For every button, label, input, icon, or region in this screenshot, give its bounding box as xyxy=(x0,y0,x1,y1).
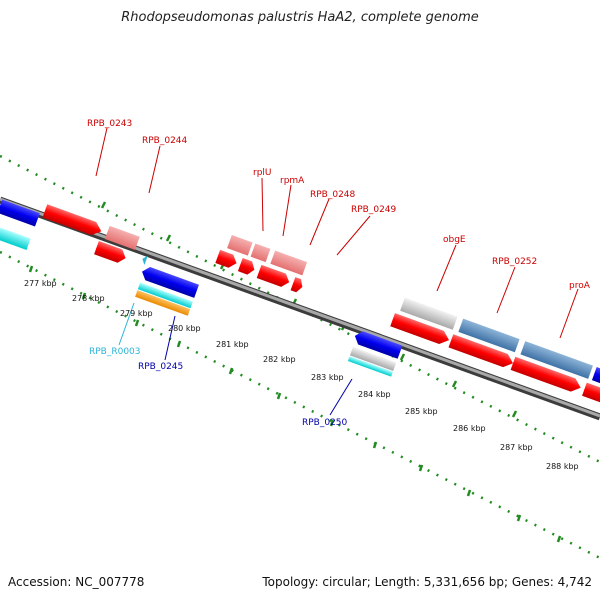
label-rpb0248: RPB_0248 xyxy=(310,190,356,200)
gene-arrow-rpma-b[interactable] xyxy=(237,258,257,276)
gene-arrow-rpb0243[interactable] xyxy=(42,204,104,238)
gene-arrow-rpb0249[interactable] xyxy=(290,277,305,294)
label-rpb0250: RPB_0250 xyxy=(302,418,348,428)
label-rpma: rpmA xyxy=(280,176,305,186)
scale-label: 277 kbp xyxy=(24,279,57,288)
gene-arrow-obge[interactable] xyxy=(400,297,458,330)
outer-ring xyxy=(0,154,600,464)
gene-arrow-rpb0245-orange[interactable] xyxy=(135,290,191,316)
gene-arrow-rplu-b[interactable] xyxy=(215,249,239,270)
gene-arrow-rpb0250-grey[interactable] xyxy=(349,346,397,371)
label-rpb0245: RPB_0245 xyxy=(138,362,183,372)
gene-arrow-rpb0245-cyan[interactable] xyxy=(137,282,193,309)
gene-arrow-proa-b[interactable] xyxy=(510,356,583,395)
topology-summary: Topology: circular; Length: 5,331,656 bp… xyxy=(262,575,592,589)
scale-label: 280 kbp xyxy=(168,324,201,333)
label-rpb0252: RPB_0252 xyxy=(492,257,537,267)
scale-label: 285 kbp xyxy=(405,407,438,416)
label-rpbr0003: RPB_R0003 xyxy=(89,347,141,357)
gene-arrow-rplu[interactable] xyxy=(227,234,253,256)
gene-arrow-left-cyan[interactable] xyxy=(0,227,31,250)
callout-lines xyxy=(95,127,579,416)
gene-arrow-next[interactable] xyxy=(591,367,600,387)
genome-backbone-highlight xyxy=(0,197,600,418)
label-rpb0243: RPB_0243 xyxy=(87,119,132,129)
inner-ring-ticks xyxy=(28,265,562,543)
gene-arrow-rpb0248[interactable] xyxy=(270,250,308,276)
scale-label: 286 kbp xyxy=(453,424,486,433)
label-obge: obgE xyxy=(443,235,466,245)
gene-arrow-rpb0250-blue[interactable] xyxy=(352,329,403,359)
gene-arrow-next-b[interactable] xyxy=(582,382,600,404)
scale-label: 279 kbp xyxy=(120,309,153,318)
scale-label: 283 kbp xyxy=(311,373,344,382)
label-proa: proA xyxy=(569,281,591,291)
gene-arrow-rpb0248-b[interactable] xyxy=(256,264,292,289)
scale-label: 287 kbp xyxy=(500,443,533,452)
scale-label: 281 kbp xyxy=(216,340,249,349)
scale-label: 278 kbp xyxy=(72,294,105,303)
label-rpb0244: RPB_0244 xyxy=(142,136,188,146)
gene-arrow-rpb0244-b[interactable] xyxy=(94,241,128,265)
scale-label: 288 kbp xyxy=(546,462,579,471)
scale-label: 284 kbp xyxy=(358,390,391,399)
reverse-strand xyxy=(0,227,403,377)
label-rpb0249: RPB_0249 xyxy=(351,205,397,215)
gene-arrow-rpb0245-blue[interactable] xyxy=(140,265,199,298)
gene-arrow-rpbr0003[interactable] xyxy=(141,254,148,265)
gene-arrow-proa[interactable] xyxy=(520,341,593,379)
gene-arrow-rpb0252-b[interactable] xyxy=(448,334,516,370)
forward-strand xyxy=(0,199,600,404)
inner-ring xyxy=(0,250,600,560)
label-rplu: rplU xyxy=(253,168,272,178)
gene-arrow-rpma[interactable] xyxy=(250,243,271,263)
gene-arrow-obge-b[interactable] xyxy=(390,313,451,347)
gene-arrow-rpb0250-cyan[interactable] xyxy=(347,356,393,377)
accession-text: Accession: NC_007778 xyxy=(8,575,145,589)
scale-label: 282 kbp xyxy=(263,355,296,364)
gene-arrow-rpb0244-a[interactable] xyxy=(104,225,140,250)
map-title: Rhodopseudomonas palustris HaA2, complet… xyxy=(121,10,479,25)
gene-arrow-rpb0242[interactable] xyxy=(0,199,40,227)
gene-arrow-rpb0252[interactable] xyxy=(458,318,520,353)
